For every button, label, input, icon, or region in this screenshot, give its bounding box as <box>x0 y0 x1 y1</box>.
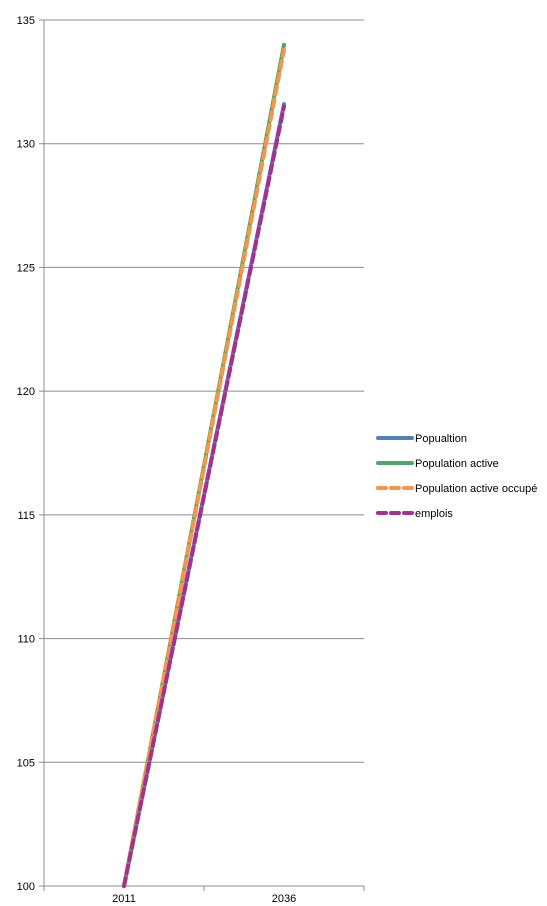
y-tick-label: 125 <box>17 262 35 274</box>
y-tick-label: 100 <box>17 881 35 893</box>
y-tick-label: 110 <box>17 634 35 646</box>
legend-label: Popualtion <box>415 433 467 445</box>
x-axis-ticks: 2011 2036 <box>43 886 365 905</box>
y-tick-label: 130 <box>17 139 35 151</box>
legend-label: emplois <box>415 508 453 520</box>
legend-label: Population active occupé <box>415 483 537 495</box>
y-tick-label: 105 <box>17 757 35 769</box>
y-tick-label: 120 <box>17 386 35 398</box>
y-axis-ticks: 100 105 110 115 120 125 130 135 <box>17 15 44 893</box>
series-line-4 <box>122 104 286 888</box>
x-tick-label: 2036 <box>272 893 296 905</box>
legend-label: Population active <box>415 458 499 470</box>
y-tick-label: 135 <box>17 15 35 27</box>
x-tick-label: 2011 <box>112 893 136 905</box>
y-tick-label: 115 <box>17 510 35 522</box>
series-lines <box>122 42 286 888</box>
series-line-3 <box>122 47 286 888</box>
legend: Popualtion Population active Population ac… <box>376 433 537 520</box>
axes <box>43 20 364 887</box>
gridlines <box>44 19 364 887</box>
